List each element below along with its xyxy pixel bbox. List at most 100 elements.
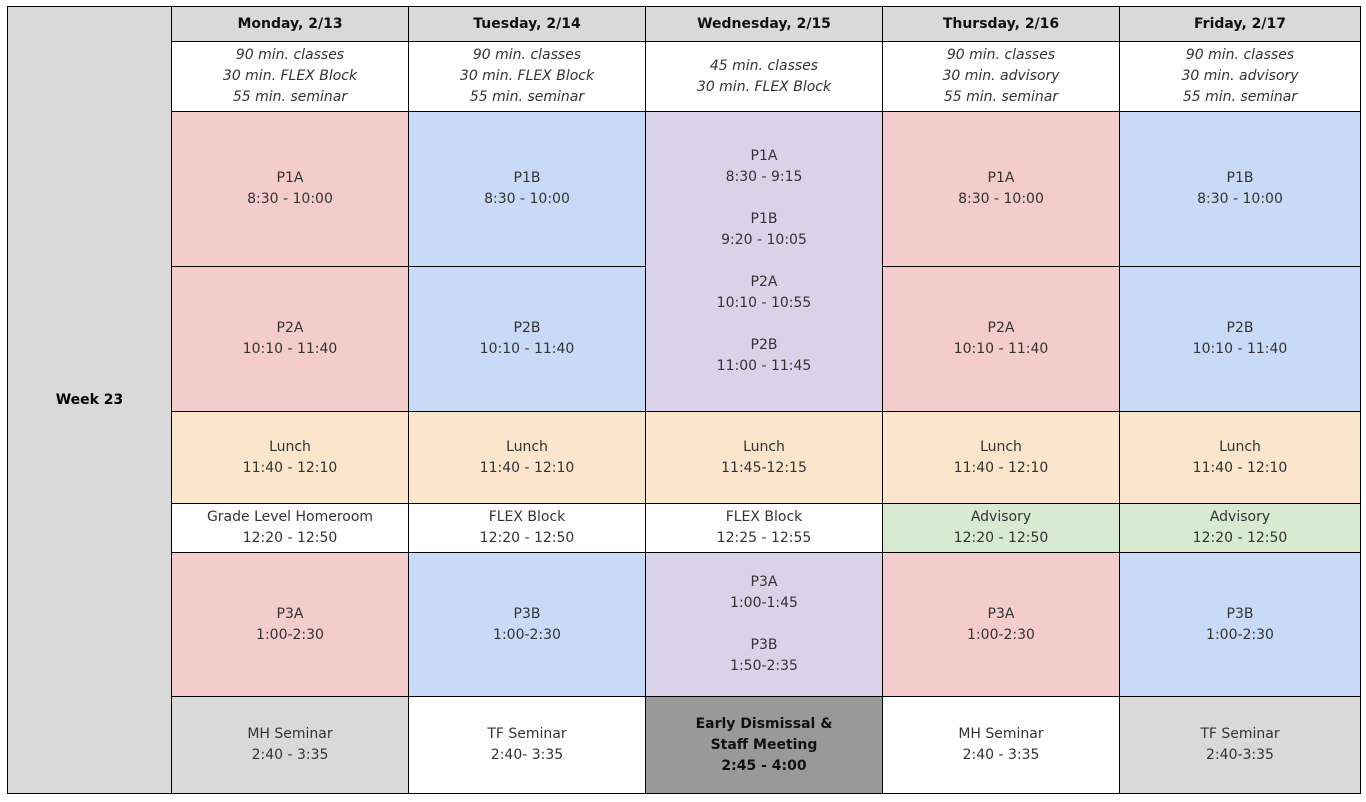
period-name: P1A bbox=[750, 148, 778, 164]
period-time: 10:10 - 11:40 bbox=[1192, 341, 1288, 357]
flex-block-cell-tuesday: FLEX Block 12:20 - 12:50 bbox=[408, 503, 646, 553]
period-name: P1A bbox=[276, 170, 304, 186]
period-cell-p3-tuesday: P3B 1:00-2:30 bbox=[408, 552, 646, 697]
period-time: 11:40 - 12:10 bbox=[1192, 459, 1288, 476]
day-header-tuesday: Tuesday, 2/14 bbox=[408, 6, 646, 42]
period-name: P3B bbox=[750, 637, 778, 653]
period-name: FLEX Block bbox=[488, 509, 566, 525]
period-name: MH Seminar bbox=[958, 726, 1044, 742]
period-name: TF Seminar bbox=[487, 726, 567, 742]
early-dismissal-cell: Early Dismissal & Staff Meeting 2:45 - 4… bbox=[645, 696, 883, 794]
period-cell-p3-monday: P3A 1:00-2:30 bbox=[171, 552, 409, 697]
period-cell-p2-thursday: P2A 10:10 - 11:40 bbox=[882, 266, 1120, 412]
period-time: 1:00-2:30 bbox=[256, 626, 324, 643]
period-time: 11:40 - 12:10 bbox=[479, 459, 575, 476]
period-name: TF Seminar bbox=[1200, 726, 1280, 742]
note-line: 30 min. advisory bbox=[1181, 68, 1299, 84]
lunch-cell-thursday: Lunch 11:40 - 12:10 bbox=[882, 411, 1120, 504]
period-time: 11:45-12:15 bbox=[721, 459, 807, 476]
period-time: 8:30 - 9:15 bbox=[725, 169, 803, 185]
period-time: 1:00-2:30 bbox=[967, 626, 1035, 643]
period-time: 11:40 - 12:10 bbox=[953, 459, 1049, 476]
period-time: 12:20 - 12:50 bbox=[242, 530, 338, 546]
period-time: 12:20 - 12:50 bbox=[953, 530, 1049, 546]
dismissal-subtitle: Staff Meeting bbox=[710, 736, 818, 753]
note-line: 90 min. classes bbox=[472, 47, 582, 63]
note-line: 55 min. seminar bbox=[1182, 89, 1298, 105]
period-name: P2B bbox=[1226, 320, 1254, 336]
period-time: 8:30 - 10:00 bbox=[247, 191, 333, 207]
dismissal-time: 2:45 - 4:00 bbox=[721, 757, 807, 774]
period-name: Lunch bbox=[269, 438, 311, 455]
period-time: 1:50-2:35 bbox=[730, 658, 798, 674]
homeroom-cell-monday: Grade Level Homeroom 12:20 - 12:50 bbox=[171, 503, 409, 553]
day-notes-wednesday: 45 min. classes 30 min. FLEX Block bbox=[645, 41, 883, 112]
note-line: 55 min. seminar bbox=[943, 89, 1059, 105]
period-name: Lunch bbox=[506, 438, 548, 455]
seminar-row: MH Seminar 2:40 - 3:35 TF Seminar 2:40- … bbox=[8, 696, 1361, 794]
period-name: MH Seminar bbox=[247, 726, 333, 742]
seminar-cell-tuesday: TF Seminar 2:40- 3:35 bbox=[408, 696, 646, 794]
period-time: 12:25 - 12:55 bbox=[716, 530, 812, 546]
period-cell-p1-tuesday: P1B 8:30 - 10:00 bbox=[408, 111, 646, 267]
period-name: P3A bbox=[987, 605, 1015, 622]
note-line: 90 min. classes bbox=[1185, 47, 1295, 63]
period-1-row: P1A 8:30 - 10:00 P1B 8:30 - 10:00 P1A 8:… bbox=[8, 111, 1361, 412]
period-time: 10:10 - 11:40 bbox=[479, 341, 575, 357]
note-line: 45 min. classes bbox=[709, 57, 819, 74]
period-name: FLEX Block bbox=[725, 509, 803, 525]
wednesday-afternoon-block: P3A 1:00-1:45 P3B 1:50-2:35 bbox=[645, 552, 883, 697]
period-name: P3B bbox=[1226, 605, 1254, 622]
period-name: P3B bbox=[513, 605, 541, 622]
period-time: 1:00-1:45 bbox=[730, 595, 798, 611]
period-time: 12:20 - 12:50 bbox=[479, 530, 575, 546]
period-time: 2:40 - 3:35 bbox=[962, 747, 1040, 763]
lunch-row: Lunch 11:40 - 12:10 Lunch 11:40 - 12:10 … bbox=[8, 411, 1361, 504]
period-time: 11:00 - 11:45 bbox=[716, 358, 812, 374]
note-line: 30 min. FLEX Block bbox=[459, 68, 595, 84]
period-name: Grade Level Homeroom bbox=[206, 509, 374, 525]
seminar-cell-monday: MH Seminar 2:40 - 3:35 bbox=[171, 696, 409, 794]
note-line: 55 min. seminar bbox=[232, 89, 348, 105]
lunch-cell-wednesday: Lunch 11:45-12:15 bbox=[645, 411, 883, 504]
notes-row: 90 min. classes 30 min. FLEX Block 55 mi… bbox=[8, 41, 1361, 112]
day-notes-tuesday: 90 min. classes 30 min. FLEX Block 55 mi… bbox=[408, 41, 646, 112]
period-name: P1A bbox=[987, 170, 1015, 186]
advisory-cell-friday: Advisory 12:20 - 12:50 bbox=[1119, 503, 1361, 553]
period-name: P3A bbox=[276, 605, 304, 622]
note-line: 30 min. FLEX Block bbox=[696, 78, 832, 95]
period-name: P2A bbox=[750, 274, 778, 290]
period-name: P1B bbox=[750, 211, 778, 227]
weekly-schedule-table: Week 23 Monday, 2/13 Tuesday, 2/14 Wedne… bbox=[7, 6, 1361, 794]
period-time: 8:30 - 10:00 bbox=[1197, 191, 1283, 207]
day-header-monday: Monday, 2/13 bbox=[171, 6, 409, 42]
advisory-cell-thursday: Advisory 12:20 - 12:50 bbox=[882, 503, 1120, 553]
period-name: P1B bbox=[513, 170, 541, 186]
period-time: 1:00-2:30 bbox=[1206, 626, 1274, 643]
midday-row: Grade Level Homeroom 12:20 - 12:50 FLEX … bbox=[8, 503, 1361, 553]
note-line: 30 min. advisory bbox=[942, 68, 1060, 84]
period-cell-p3-thursday: P3A 1:00-2:30 bbox=[882, 552, 1120, 697]
day-header-thursday: Thursday, 2/16 bbox=[882, 6, 1120, 42]
seminar-cell-thursday: MH Seminar 2:40 - 3:35 bbox=[882, 696, 1120, 794]
period-time: 2:40- 3:35 bbox=[490, 747, 564, 763]
day-notes-friday: 90 min. classes 30 min. advisory 55 min.… bbox=[1119, 41, 1361, 112]
period-name: Advisory bbox=[1209, 509, 1271, 525]
period-name: Lunch bbox=[1219, 438, 1261, 455]
period-time: 1:00-2:30 bbox=[493, 626, 561, 643]
period-time: 10:10 - 11:40 bbox=[242, 341, 338, 357]
period-cell-p1-monday: P1A 8:30 - 10:00 bbox=[171, 111, 409, 267]
note-line: 90 min. classes bbox=[946, 47, 1056, 63]
period-name: P2B bbox=[513, 320, 541, 336]
period-cell-p2-friday: P2B 10:10 - 11:40 bbox=[1119, 266, 1361, 412]
dismissal-title: Early Dismissal & bbox=[695, 715, 833, 732]
note-line: 30 min. FLEX Block bbox=[222, 68, 358, 84]
period-time: 10:10 - 10:55 bbox=[716, 295, 812, 311]
period-cell-p1-friday: P1B 8:30 - 10:00 bbox=[1119, 111, 1361, 267]
day-header-wednesday: Wednesday, 2/15 bbox=[645, 6, 883, 42]
period-name: Lunch bbox=[743, 438, 785, 455]
header-row: Week 23 Monday, 2/13 Tuesday, 2/14 Wedne… bbox=[7, 6, 1361, 794]
period-time: 12:20 - 12:50 bbox=[1192, 530, 1288, 546]
note-line: 90 min. classes bbox=[235, 47, 345, 63]
lunch-cell-friday: Lunch 11:40 - 12:10 bbox=[1119, 411, 1361, 504]
